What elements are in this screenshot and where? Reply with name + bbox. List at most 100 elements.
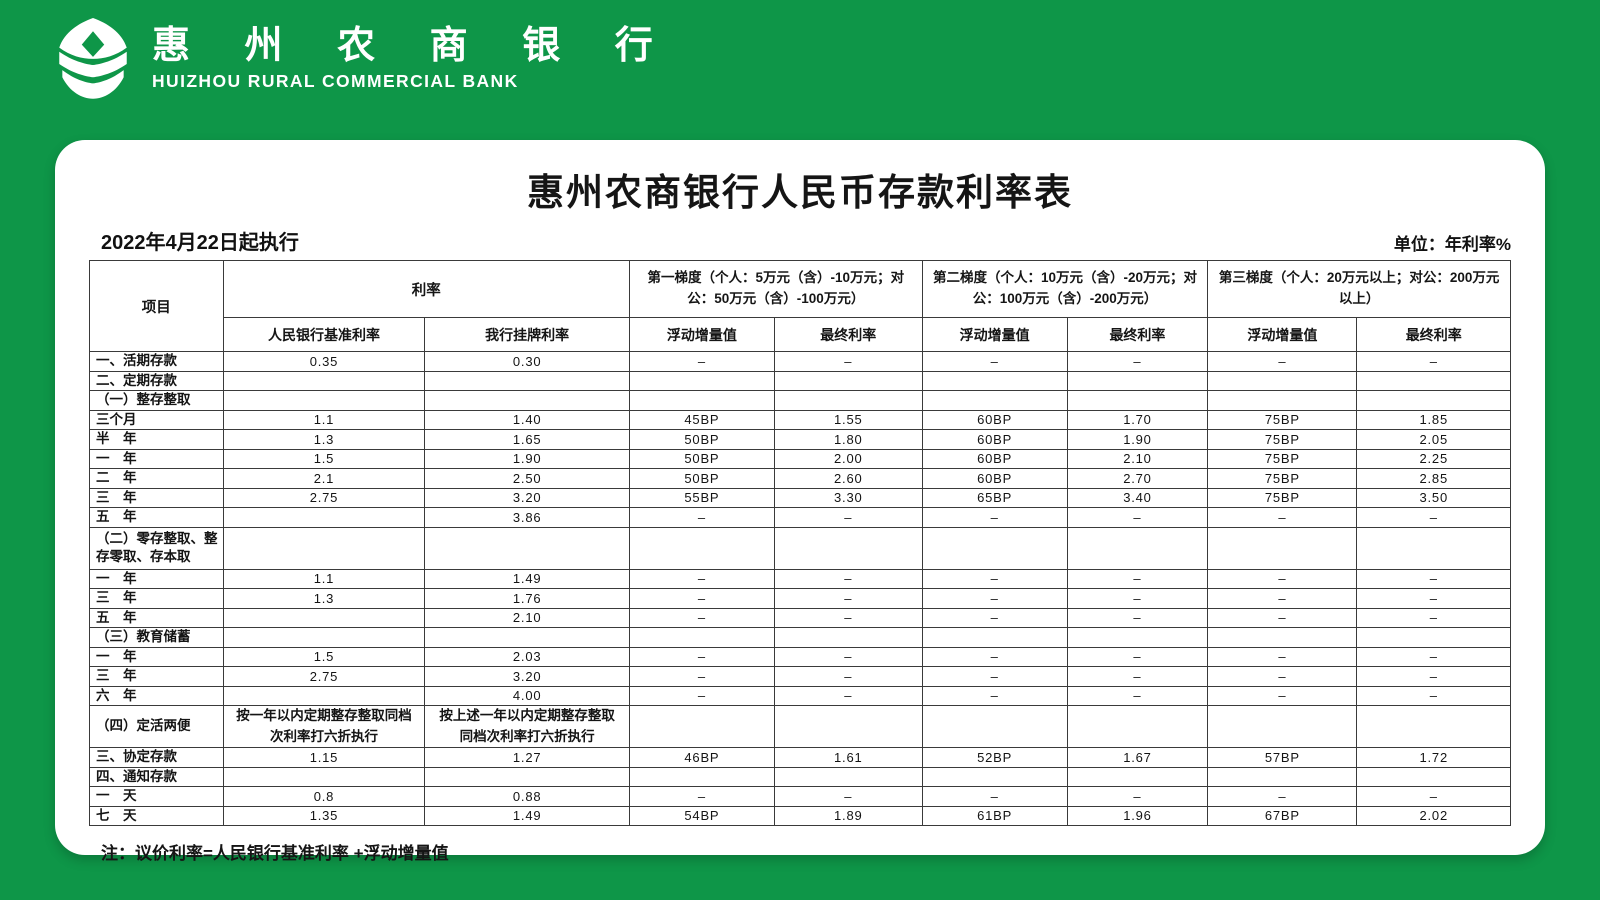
row-value: 65BP — [921, 487, 1068, 508]
row-value — [222, 685, 426, 706]
row-label: 七 天 — [89, 805, 224, 826]
row-value — [1207, 766, 1358, 787]
row-value: 1.76 — [424, 588, 630, 609]
row-value — [1356, 705, 1511, 748]
table-row: （四）定活两便 按一年以内定期整存整取同档次利率打六折执行 按上述一年以内定期整存整… — [89, 705, 1511, 748]
col-header-float-increment-2: 浮动增量值 — [921, 317, 1068, 352]
table-row: 半 年 1.3 1.65 50BP 1.80 60BP 1.90 75BP 2.05 — [89, 429, 1511, 450]
row-value: 2.00 — [773, 448, 923, 469]
row-label: （四）定活两便 — [89, 705, 224, 748]
row-value: – — [1066, 607, 1209, 628]
table-row: 三 年 1.3 1.76– – – – – – — [89, 588, 1511, 609]
row-value — [424, 370, 630, 391]
row-value: 55BP — [628, 487, 775, 508]
row-value: – — [773, 568, 923, 589]
row-value — [1356, 370, 1511, 391]
row-value: – — [1066, 646, 1209, 667]
table-row: 四、通知存款 — [89, 766, 1511, 787]
row-value: 2.1 — [222, 468, 426, 489]
row-value: – — [773, 666, 923, 687]
row-value: 1.80 — [773, 429, 923, 450]
row-value: – — [773, 507, 923, 528]
row-value: 1.85 — [1356, 409, 1511, 430]
row-value: 1.5 — [222, 448, 426, 469]
row-label: 一 天 — [89, 786, 224, 807]
brand-header: 惠 州 农 商 银 行 HUIZHOU RURAL COMMERCIAL BAN… — [0, 0, 1600, 140]
bank-logo-icon — [59, 18, 127, 99]
col-header-final-rate-2: 最终利率 — [1066, 317, 1209, 352]
row-value: – — [1207, 666, 1358, 687]
table-row: 二 年 2.1 2.50 50BP 2.60 60BP 2.70 75BP 2.85 — [89, 468, 1511, 489]
table-row: 三 年 2.75 3.20– – – – – – — [89, 666, 1511, 687]
row-value: – — [628, 646, 775, 667]
rate-table-body: 一、活期存款 0.35 0.30– – – – – – 二、定期存款 （一）整存整取 三个月 1.1 1… — [89, 351, 1511, 826]
table-row: 三、协定存款 1.15 1.27 46BP 1.61 52BP 1.67 57BP 1.72 — [89, 747, 1511, 768]
row-value: 60BP — [921, 468, 1068, 489]
row-value: 54BP — [628, 805, 775, 826]
row-value: 2.02 — [1356, 805, 1511, 826]
col-header-item: 项目 — [89, 260, 224, 352]
row-value — [222, 526, 426, 570]
row-value — [222, 507, 426, 528]
row-value: – — [1356, 607, 1511, 628]
row-value — [1356, 766, 1511, 787]
row-value: – — [628, 786, 775, 807]
table-row: 三个月 1.1 1.40 45BP 1.55 60BP 1.70 75BP 1.85 — [89, 409, 1511, 430]
row-value — [773, 627, 923, 648]
row-value: 1.35 — [222, 805, 426, 826]
row-value — [1207, 390, 1358, 411]
row-value — [222, 390, 426, 411]
row-label: 三 年 — [89, 666, 224, 687]
row-value — [628, 526, 775, 570]
row-label: 三、协定存款 — [89, 747, 224, 768]
row-value: – — [1066, 507, 1209, 528]
col-header-final-rate-1: 最终利率 — [773, 317, 923, 352]
row-value — [921, 526, 1068, 570]
row-value: 60BP — [921, 448, 1068, 469]
row-value: 67BP — [1207, 805, 1358, 826]
row-value: 0.35 — [222, 351, 426, 372]
row-value: 1.15 — [222, 747, 426, 768]
row-label: 半 年 — [89, 429, 224, 450]
row-value — [1066, 390, 1209, 411]
row-value — [921, 370, 1068, 391]
row-value: 60BP — [921, 429, 1068, 450]
row-label: 一 年 — [89, 568, 224, 589]
row-label: （一）整存整取 — [89, 390, 224, 411]
row-value: – — [1207, 507, 1358, 528]
table-row: （一）整存整取 — [89, 390, 1511, 411]
row-value: – — [1066, 786, 1209, 807]
row-value — [628, 627, 775, 648]
row-value: – — [1207, 588, 1358, 609]
row-value: 61BP — [921, 805, 1068, 826]
row-value: 1.3 — [222, 588, 426, 609]
row-value: – — [1207, 786, 1358, 807]
row-value: – — [628, 666, 775, 687]
header-row-subcolumns: 人民银行基准利率 我行挂牌利率 浮动增量值 最终利率 浮动增量值 最终利率 浮动… — [90, 317, 1511, 352]
row-value: 1.27 — [424, 747, 630, 768]
row-label: 六 年 — [89, 685, 224, 706]
row-rule-text: 按上述一年以内定期整存整取同档次利率打六折执行 — [424, 705, 630, 748]
row-value: – — [921, 646, 1068, 667]
effective-date: 2022年4月22日起执行 — [101, 232, 299, 254]
row-value: 1.40 — [424, 409, 630, 430]
row-value: 57BP — [1207, 747, 1358, 768]
footnote: 注：议价利率=人民银行基准利率 +浮动增量值 — [101, 844, 449, 863]
row-value: 1.96 — [1066, 805, 1209, 826]
row-value: 4.00 — [424, 685, 630, 706]
row-value: 2.85 — [1356, 468, 1511, 489]
table-row: （二）零存整取、整存零取、存本取 — [89, 526, 1511, 570]
row-value: – — [1066, 588, 1209, 609]
row-value — [773, 526, 923, 570]
row-value: – — [1207, 685, 1358, 706]
row-value — [1066, 705, 1209, 748]
row-value: – — [773, 351, 923, 372]
row-value: 2.75 — [222, 666, 426, 687]
row-value: – — [1356, 351, 1511, 372]
row-value: – — [773, 786, 923, 807]
col-header-float-increment-1: 浮动增量值 — [628, 317, 775, 352]
row-value — [1207, 370, 1358, 391]
row-value: – — [921, 607, 1068, 628]
row-value: 60BP — [921, 409, 1068, 430]
row-label: 二 年 — [89, 468, 224, 489]
